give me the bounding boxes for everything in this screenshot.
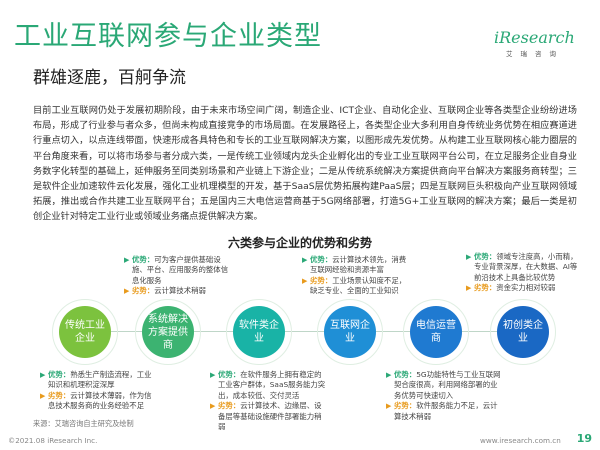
pro-text: 可为客户提供基础设施、平台、应用服务的整体信息化服务 <box>132 255 229 285</box>
triangle-icon: ▶ <box>386 402 392 411</box>
card-system-solution-provider: ▶ 优势：可为客户提供基础设施、平台、应用服务的整体信息化服务 ▶ 劣势：云计算技术… <box>124 255 234 297</box>
pro-label: 优势： <box>394 370 417 379</box>
footer-website: www.iresearch.com.cn <box>480 436 561 445</box>
pro-text: 领域专注度高，小而精，专业背景深厚，在大数据、AI等前沿技术上具备比较优势 <box>474 252 578 282</box>
triangle-icon: ▶ <box>210 371 216 379</box>
triangle-icon: ▶ <box>386 371 392 379</box>
pro-label: 优势： <box>218 370 241 379</box>
pro-label: 优势： <box>474 252 497 261</box>
source-note: 来源：艾瑞咨询自主研究及绘制 <box>33 419 134 428</box>
con-label: 劣势： <box>474 283 497 293</box>
page-subtitle: 群雄逐鹿，百舸争流 <box>33 68 186 88</box>
con-label: 劣势： <box>310 275 333 285</box>
triangle-icon: ▶ <box>124 287 130 296</box>
node-halo <box>135 299 201 365</box>
node-internet-company: 互联网企业 <box>324 306 376 358</box>
pro-text: 5G功能特性与工业互联网契合度很高，利用网络部署的业务优势可快速切入 <box>394 370 501 400</box>
pro-label: 优势： <box>132 255 155 264</box>
card-traditional-industry: ▶ 优势：熟悉生产制造流程，工业知识和机理积淀深厚 ▶ 劣势：云计算技术薄弱，作为信… <box>40 370 152 412</box>
con-text: 资金实力相对较弱 <box>496 283 556 293</box>
con-text: 云计算技术稍弱 <box>154 286 206 296</box>
node-traditional-industry: 传统工业企业 <box>59 306 111 358</box>
triangle-icon: ▶ <box>466 284 472 293</box>
page-title: 工业互联网参与企业类型 <box>14 21 322 52</box>
footer-copyright: ©2021.08 iResearch Inc. <box>8 436 98 445</box>
con-label: 劣势： <box>218 401 241 411</box>
section-title: 六类参与企业的优势和劣势 <box>227 236 372 250</box>
con-text: 工业场景认知度不足，缺乏专业、全面的工业知识 <box>310 275 407 296</box>
con-label: 劣势： <box>132 286 155 296</box>
triangle-icon: ▶ <box>40 391 46 400</box>
node-halo <box>403 299 469 365</box>
logo-wordmark: iResearch <box>494 28 575 47</box>
card-internet-company: ▶ 优势：云计算技术领先，消费互联网经验和资源丰富 ▶ 劣势：工业场景认知度不足，缺… <box>302 255 410 297</box>
connector-line <box>111 331 142 332</box>
connector-line <box>285 331 324 332</box>
intro-paragraph: 目前工业互联网仍处于发展初期阶段，由于未来市场空间广阔，制造企业、ICT企业、自… <box>33 105 577 223</box>
pro-label: 优势： <box>48 370 71 379</box>
node-halo <box>317 299 383 365</box>
node-startup: 初创类企业 <box>497 306 549 358</box>
triangle-icon: ▶ <box>302 256 308 264</box>
pro-text: 在软件服务上拥有稳定的工业客户群体，SaaS服务能力突出，成本较低、交付灵活 <box>218 370 326 400</box>
page-number: 19 <box>576 432 592 445</box>
con-text: 云计算技术薄弱，作为信息技术服务商的业务经验不足 <box>48 390 152 411</box>
con-text: 云计算技术、边缘层、设备层等基础设施硬件部署能力稍弱 <box>218 401 322 432</box>
card-software-company: ▶ 优势：在软件服务上拥有稳定的工业客户群体，SaaS服务能力突出，成本较低、交付… <box>210 370 326 432</box>
logo-subtext: 艾瑞咨询 <box>506 50 564 58</box>
triangle-icon: ▶ <box>466 253 472 261</box>
node-software-company: 软件类企业 <box>233 306 285 358</box>
card-startup: ▶ 优势：领域专注度高，小而精，专业背景深厚，在大数据、AI等前沿技术上具备比较优… <box>466 252 578 294</box>
connector-line <box>462 331 497 332</box>
node-halo <box>490 299 556 365</box>
iresearch-logo: iResearch 艾瑞咨询 <box>494 28 575 58</box>
triangle-icon: ▶ <box>124 256 130 264</box>
connector-line <box>376 331 410 332</box>
connector-line <box>194 331 233 332</box>
triangle-icon: ▶ <box>210 402 216 411</box>
con-label: 劣势： <box>48 390 71 400</box>
pro-text: 云计算技术领先，消费互联网经验和资源丰富 <box>310 255 407 275</box>
pro-text: 熟悉生产制造流程，工业知识和机理积淀深厚 <box>48 370 152 390</box>
pro-label: 优势： <box>310 255 333 264</box>
node-telecom-operator: 电信运营商 <box>410 306 462 358</box>
node-halo <box>52 299 118 365</box>
card-telecom-operator: ▶ 优势：5G功能特性与工业互联网契合度很高，利用网络部署的业务优势可快速切入 ▶… <box>386 370 502 422</box>
triangle-icon: ▶ <box>40 371 46 379</box>
node-halo <box>226 299 292 365</box>
con-label: 劣势： <box>394 401 417 411</box>
triangle-icon: ▶ <box>302 276 308 285</box>
node-system-solution-provider: 系统解决方案提供商 <box>142 306 194 358</box>
con-text: 软件服务能力不足，云计算技术稍弱 <box>394 401 498 421</box>
